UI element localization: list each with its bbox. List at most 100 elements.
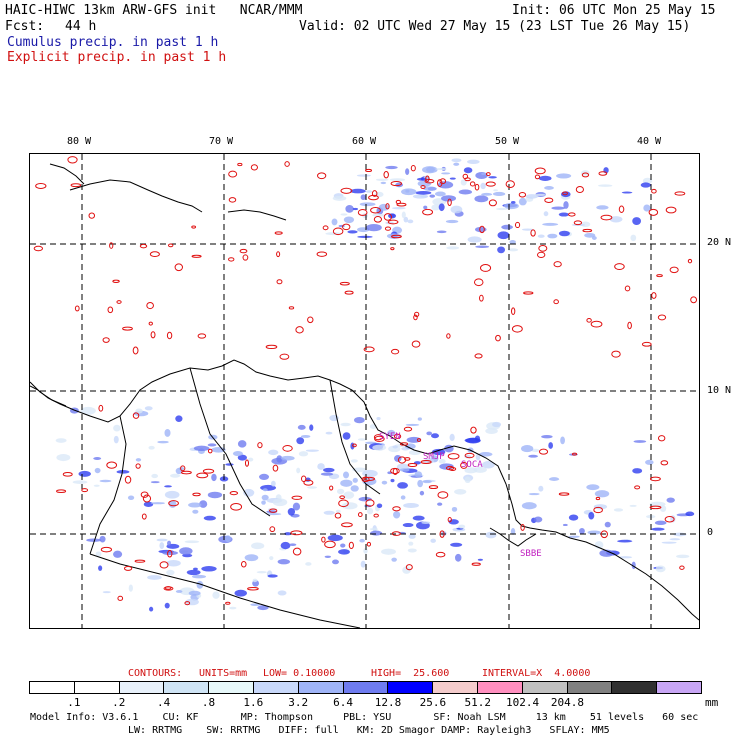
precip-cell [340, 213, 348, 216]
precip-cell [661, 541, 677, 544]
precip-cell [164, 602, 170, 609]
precip-contour [558, 492, 570, 496]
precip-contour [534, 167, 546, 175]
precip-cell [307, 486, 318, 489]
precip-contour [393, 433, 402, 439]
valid-time: Valid: 02 UTC Wed 27 May 15 (23 LST Tue … [299, 19, 691, 34]
precip-cell [280, 455, 295, 461]
precip-cell [381, 548, 397, 555]
precip-contour [447, 517, 452, 523]
brazil-border [89, 553, 361, 628]
precip-cell [150, 481, 160, 484]
precip-contour [348, 541, 354, 550]
precip-cell [482, 461, 495, 469]
precip-cell [192, 509, 199, 514]
fcst-value: 44 h [65, 19, 97, 34]
precip-cell [426, 431, 433, 436]
precip-contour [244, 459, 250, 467]
precip-contour [390, 348, 400, 355]
precip-cell [185, 598, 199, 606]
precip-cell [435, 167, 447, 170]
precip-contour [469, 181, 476, 187]
precip-contour [123, 565, 133, 571]
precip-cell [533, 516, 543, 523]
precip-contour [425, 175, 430, 183]
precip-contour [237, 162, 243, 167]
precip-contour [690, 296, 698, 304]
precip-contour [132, 346, 139, 355]
precip-contour [390, 247, 395, 251]
precip-contour [641, 341, 652, 347]
precip-cell [309, 424, 314, 431]
precip-contour [428, 485, 439, 490]
precip-contour [112, 279, 120, 283]
precip-cell [250, 603, 261, 606]
precip-contour [191, 225, 197, 229]
precip-contour [391, 234, 402, 239]
precip-cell [225, 463, 234, 466]
precip-cell [525, 194, 539, 199]
precip-cell [618, 556, 633, 559]
precip-cell [474, 195, 489, 203]
legend-cumulus: Cumulus precip. in past 1 h [7, 35, 219, 50]
precip-cell [436, 230, 447, 234]
precip-contour [392, 506, 401, 512]
precip-contour [159, 561, 169, 569]
precip-contour [56, 489, 67, 494]
precip-cell [237, 454, 247, 461]
precip-cell [394, 454, 402, 462]
precip-contour [276, 251, 281, 258]
precip-contour [464, 452, 475, 459]
precip-cell [170, 473, 181, 478]
precip-cell [251, 542, 265, 550]
precip-contour [106, 461, 118, 469]
precip-cell [179, 547, 193, 555]
colorbar-segment [164, 682, 210, 693]
precip-cell [478, 452, 493, 457]
precip-cell [431, 433, 440, 439]
precip-cell [632, 217, 642, 225]
precip-cell [350, 188, 366, 194]
precip-cell [405, 423, 420, 426]
station-smjp: SMJP [423, 452, 445, 462]
precip-contour [240, 560, 247, 568]
precip-contour [344, 290, 354, 295]
precip-cell [147, 575, 162, 580]
precip-cell [268, 449, 279, 456]
precip-contour [518, 191, 527, 198]
precip-cell [359, 538, 365, 543]
precip-cell [477, 558, 483, 561]
precip-contour [192, 492, 201, 497]
precip-cell [549, 477, 560, 481]
precip-cell [358, 496, 372, 502]
colorbar-tick-label: 1.6 [243, 696, 264, 709]
precip-contour [70, 183, 82, 188]
precip-contour [390, 467, 400, 475]
precip-cell [135, 458, 142, 462]
precip-contour [679, 565, 685, 570]
precip-cell [352, 477, 358, 483]
precip-contour [664, 515, 675, 523]
precip-contour [140, 491, 149, 498]
precip-cell [475, 245, 490, 248]
precip-cell [423, 186, 437, 191]
precip-contour [514, 221, 521, 229]
precip-contour [435, 551, 446, 558]
precip-contour [167, 549, 173, 558]
precip-contour [505, 180, 515, 189]
precip-contour [410, 165, 416, 172]
precip-cell [430, 538, 436, 543]
precip-cell [297, 424, 306, 430]
precip-contour [614, 263, 625, 270]
precip-cell [335, 509, 341, 513]
precip-cell [645, 459, 654, 465]
precip-contour [651, 292, 657, 299]
map-canvas: SYEN SMJP SOCA SBBE [30, 154, 699, 628]
precip-contour [322, 225, 329, 231]
precip-cell [362, 469, 378, 478]
precip-cell [556, 173, 572, 179]
precip-contour [292, 547, 302, 556]
precip-contour [651, 188, 657, 194]
precip-cell [167, 540, 172, 547]
precip-contour [334, 512, 342, 519]
